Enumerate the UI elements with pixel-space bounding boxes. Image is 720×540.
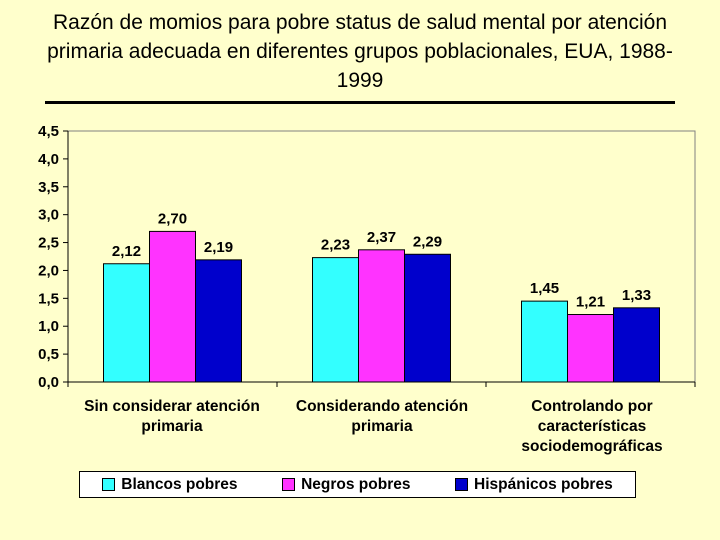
legend-item-hispanicos: Hispánicos pobres (455, 476, 613, 494)
bar (103, 263, 150, 383)
y-tick-label: 3,0 (38, 207, 59, 224)
bar (149, 230, 196, 383)
legend-swatch-negros (282, 478, 296, 491)
legend-label-hispanicos: Hispánicos pobres (474, 475, 613, 493)
data-label: 2,12 (112, 243, 141, 260)
bar (567, 314, 614, 383)
legend-item-negros: Negros pobres (282, 476, 410, 494)
title-divider (45, 101, 675, 104)
y-tick-label: 4,0 (38, 151, 59, 168)
legend-label-negros: Negros pobres (301, 475, 411, 493)
y-tick-label: 1,5 (38, 290, 59, 307)
bar (404, 253, 451, 383)
bar (312, 257, 359, 383)
data-label: 2,70 (158, 210, 187, 227)
category-label-2: Controlando por características sociodem… (521, 398, 663, 455)
bar (613, 307, 660, 383)
y-tick-label: 3,5 (38, 179, 59, 196)
category-label-1: Considerando atención primaria (295, 398, 469, 435)
category-label-0: Sin considerar atención primaria (84, 398, 260, 435)
data-label: 2,29 (413, 233, 442, 250)
legend-item-blancos: Blancos pobres (102, 475, 238, 494)
bar (521, 300, 568, 383)
data-label: 1,21 (576, 294, 605, 311)
data-label: 2,19 (204, 239, 233, 256)
legend-label-blancos: Blancos pobres (121, 475, 238, 493)
y-tick-label: 1,0 (38, 318, 59, 335)
y-tick-label: 4,5 (38, 123, 59, 140)
bar (195, 259, 242, 383)
y-tick-label: 0,5 (38, 346, 59, 363)
legend-swatch-blancos (102, 478, 116, 491)
data-label: 2,37 (367, 229, 396, 246)
data-label: 2,23 (321, 237, 350, 254)
y-tick-label: 2,0 (38, 262, 59, 279)
data-label: 1,45 (530, 280, 559, 297)
legend-swatch-hispanicos (455, 478, 469, 491)
chart-title: Razón de momios para pobre status de sal… (47, 11, 673, 92)
y-tick-label: 2,5 (38, 235, 59, 252)
bar-chart: 0,0 0,5 1,0 1,5 2,0 2,5 3,0 3,5 4,0 4,5 2,12 2,23 1,… (38, 123, 696, 391)
y-tick-label: 0,0 (38, 374, 59, 391)
chart-legend: Blancos pobres Negros pobres Hispánicos … (79, 471, 636, 498)
data-label: 1,33 (622, 287, 651, 304)
bar (358, 249, 405, 383)
